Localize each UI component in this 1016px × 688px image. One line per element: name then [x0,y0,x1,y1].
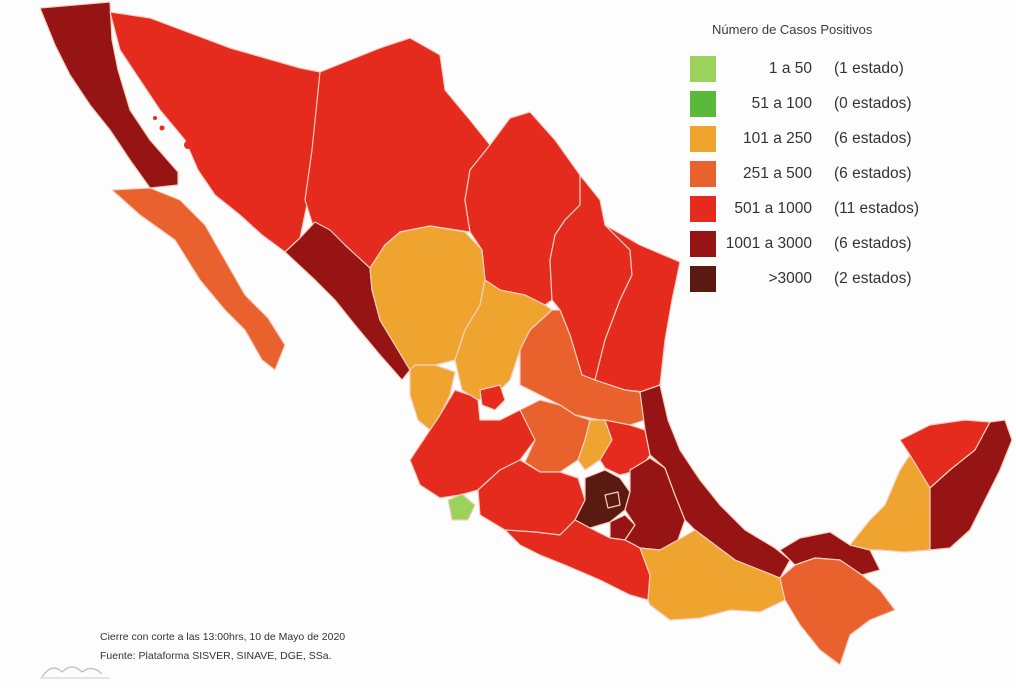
legend-range: 51 a 100 [751,94,812,112]
legend-swatch [690,160,716,187]
legend-item: 1001 a 3000 (6 estados) [690,226,990,261]
state-nayarit [409,364,456,431]
state-quintana-roo [929,419,1013,551]
state-baja-california-sur [111,187,286,371]
legend-range: >3000 [768,269,812,287]
footer-date: Cierre con corte a las 13:00hrs, 10 de M… [100,631,346,643]
island-small-2 [153,116,157,120]
state-estado-de-mexico [574,469,631,529]
legend-count: (6 estados) [834,129,912,147]
legend-count: (0 estados) [834,94,912,112]
legend-swatch [690,265,716,292]
legend-item: 251 a 500 (6 estados) [690,156,990,191]
legend-range: 251 a 500 [743,164,812,182]
legend-range: 1 a 50 [768,59,812,77]
legend-range: 501 a 1000 [734,199,812,217]
island-small-1 [159,125,165,131]
legend-swatch [690,55,716,82]
state-colima [447,493,476,521]
legend-item: >3000 (2 estados) [690,261,990,296]
legend-title: Número de Casos Positivos [712,22,873,37]
legend-item: 501 a 1000 (11 estados) [690,191,990,226]
legend-item: 1 a 50 (1 estado) [690,51,990,86]
legend-count: (11 estados) [834,199,920,217]
legend-swatch [690,125,716,152]
state-campeche [849,454,931,553]
legend-count: (6 estados) [834,164,912,182]
logo-mark [40,666,110,679]
legend-item: 51 a 100 (0 estados) [690,86,990,121]
legend: Número de Casos Positivos 1 a 50 (1 estad… [690,22,990,296]
legend-item: 101 a 250 (6 estados) [690,121,990,156]
footer-source: Fuente: Plataforma SISVER, SINAVE, DGE, … [100,650,332,662]
legend-count: (6 estados) [834,234,912,252]
legend-range: 1001 a 3000 [725,234,812,252]
legend-swatch [690,90,716,117]
island-tiburon [184,141,192,149]
state-aguascalientes [479,384,506,411]
legend-range: 101 a 250 [743,129,812,147]
state-baja-california [39,1,179,189]
legend-count: (1 estado) [834,59,904,77]
legend-swatch [690,195,716,222]
state-ciudad-de-mexico [604,491,621,509]
state-sonora [109,11,321,253]
state-chiapas [779,557,896,666]
legend-count: (2 estados) [834,269,912,287]
legend-swatch [690,230,716,257]
footer: Cierre con corte a las 13:00hrs, 10 de M… [100,628,345,666]
state-zacatecas [454,279,553,401]
